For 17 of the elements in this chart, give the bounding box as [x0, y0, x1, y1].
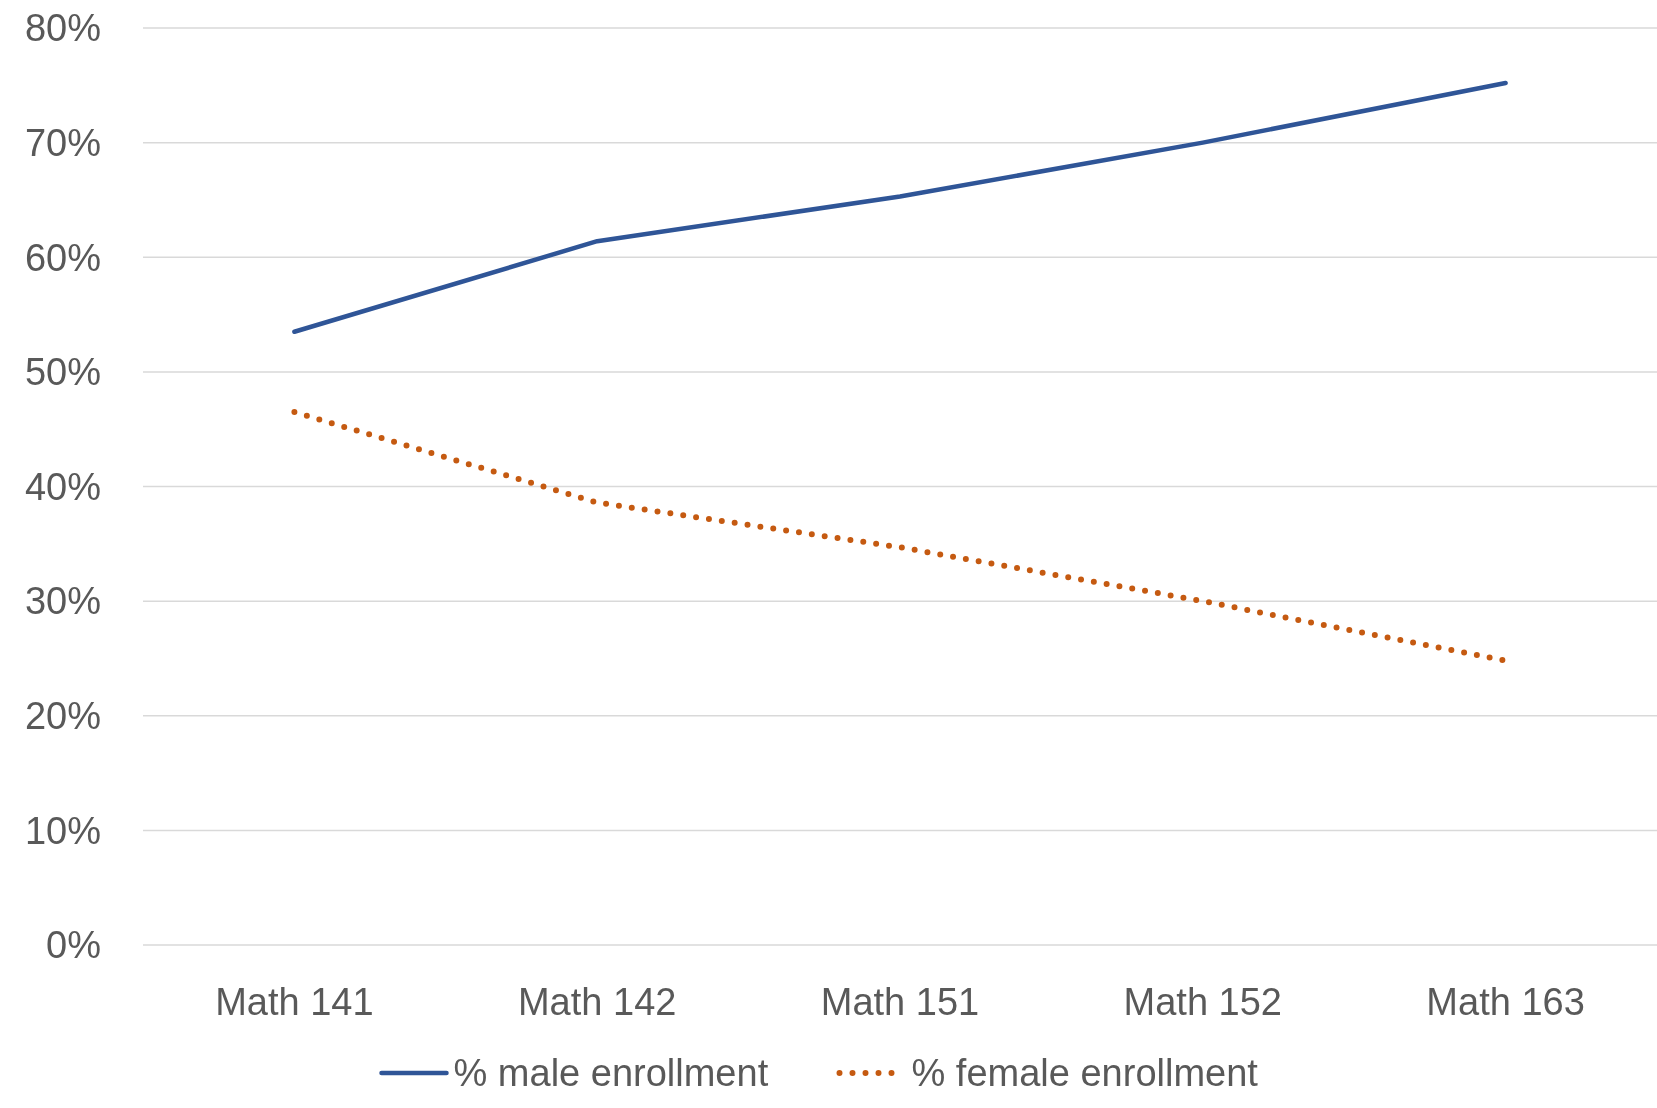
- legend-label: % male enrollment: [453, 1052, 769, 1094]
- line-series: [292, 80, 1508, 335]
- y-tick-label: 0%: [46, 924, 101, 967]
- x-tick-label: Math 152: [1123, 981, 1283, 1023]
- y-tick-label: 80%: [24, 7, 101, 50]
- legend-label: % female enrollment: [911, 1052, 1259, 1094]
- y-tick-label: 60%: [24, 236, 101, 279]
- x-tick-label: Math 151: [820, 981, 980, 1023]
- x-tick-label: Math 142: [517, 981, 677, 1023]
- y-tick-label: 20%: [24, 695, 101, 738]
- y-tick-label: 40%: [24, 465, 101, 508]
- y-tick-label: 10%: [24, 809, 101, 852]
- y-tick-label: 50%: [24, 351, 101, 394]
- y-tick-label: 70%: [24, 121, 101, 164]
- x-tick-label: Math 163: [1426, 981, 1585, 1023]
- y-tick-label: 30%: [24, 580, 101, 623]
- x-tick-label: Math 141: [215, 981, 374, 1023]
